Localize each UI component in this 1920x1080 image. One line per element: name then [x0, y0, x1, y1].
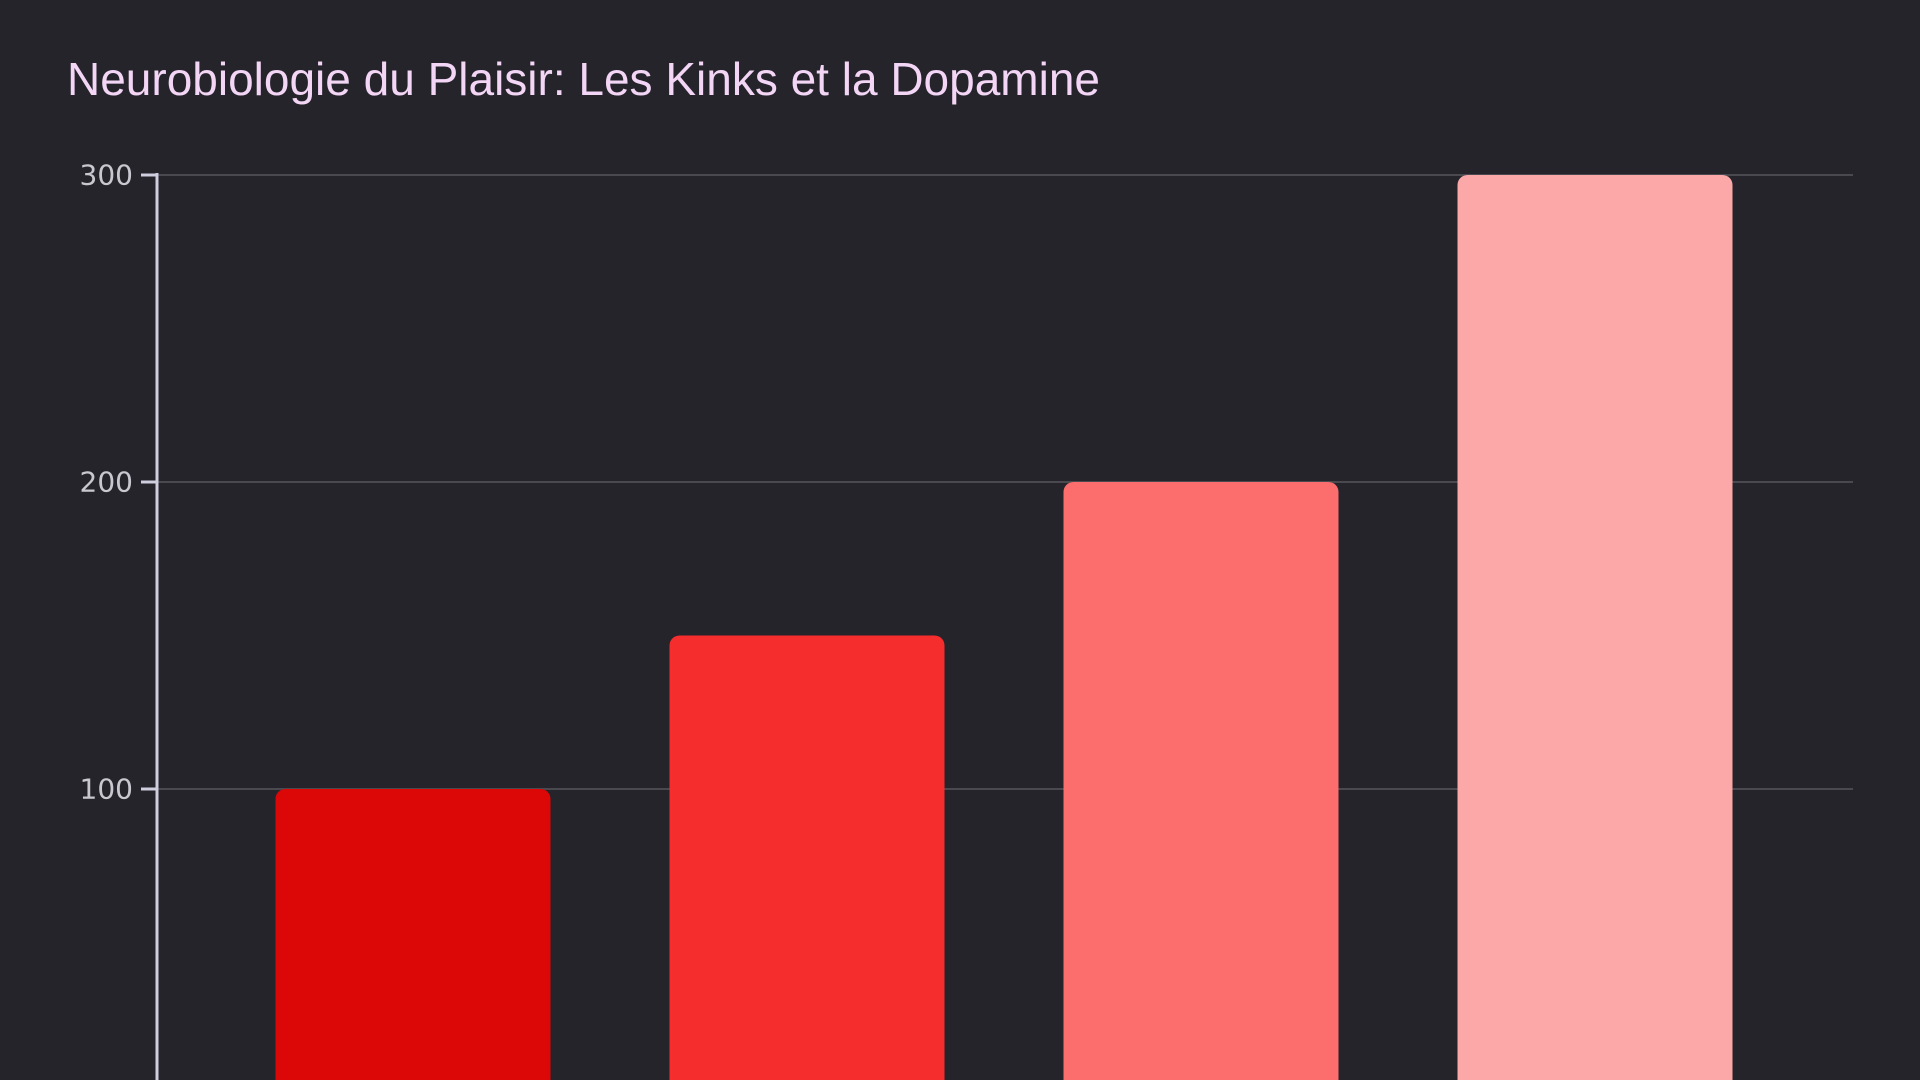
bar-4 [1457, 175, 1733, 1080]
y-tick-label: 100 [80, 773, 133, 806]
bars [275, 175, 1733, 1080]
bar-3 [1063, 482, 1339, 1080]
y-tick-label: 200 [80, 466, 133, 499]
y-axis: 100 200 300 [80, 159, 159, 1080]
chart-title: Neurobiologie du Plaisir: Les Kinks et l… [67, 53, 1101, 105]
bar-2 [669, 635, 945, 1080]
y-tick-label: 300 [80, 159, 133, 192]
bar-1 [275, 789, 551, 1080]
